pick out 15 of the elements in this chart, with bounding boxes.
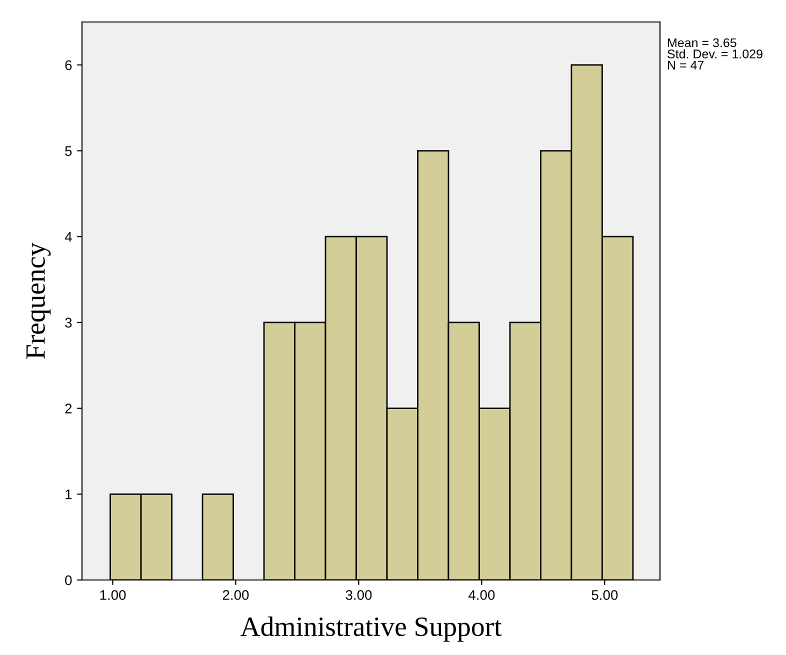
y-tick-label: 0 bbox=[65, 575, 72, 586]
y-tick-label: 1 bbox=[66, 490, 72, 500]
y-tick-label: 4 bbox=[64, 232, 72, 242]
y-tick-label: 2 bbox=[65, 404, 72, 414]
x-tick-label: 1.00 bbox=[100, 590, 126, 600]
y-tick-label: 5 bbox=[65, 146, 72, 156]
y-tick-label: 3 bbox=[65, 318, 72, 328]
text: Mean = 3.65 Std. Dev. = 1.029 N = 47 bbox=[668, 38, 762, 70]
x-tick-label: 3.00 bbox=[346, 590, 372, 600]
x-tick-label: 4.00 bbox=[468, 590, 495, 600]
x-tick-label: 2.00 bbox=[222, 590, 249, 600]
y-axis-title: Frequency bbox=[26, 242, 51, 359]
x-axis-title: Administrative Support bbox=[240, 616, 502, 642]
x-tick-label: 5.00 bbox=[592, 590, 618, 600]
y-tick-label: 6 bbox=[65, 60, 72, 70]
